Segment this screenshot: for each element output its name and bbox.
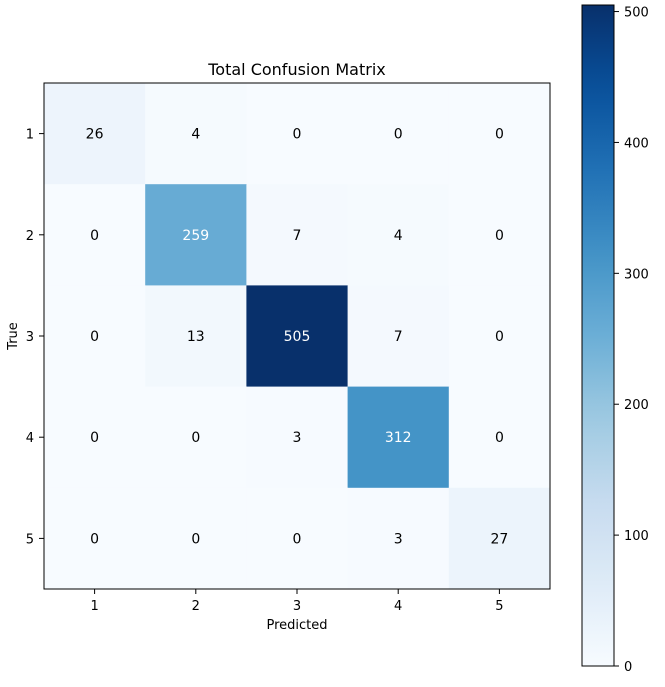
cell-value-label: 0	[191, 430, 200, 446]
cell-value-label: 312	[385, 430, 412, 446]
y-tick-label: 5	[26, 532, 34, 547]
cell-value-label: 259	[182, 228, 209, 244]
heatmap-cell	[44, 386, 146, 489]
chart-title: Total Confusion Matrix	[207, 60, 386, 79]
colorbar-tick-label: 100	[624, 529, 649, 544]
cell-value-label: 0	[394, 127, 403, 143]
x-axis-ticks: 1 2 3 4 5	[90, 589, 504, 614]
heatmap-cell	[246, 83, 349, 185]
heatmap-cell-labels: 26 4 0 0 0 0 259 7 4 0 0 13 505 7 0 0 0 3 312 0 0 0 0 3 27	[86, 127, 509, 548]
cell-value-label: 505	[284, 329, 311, 345]
y-axis-label: True	[6, 322, 21, 351]
heatmap-cell	[448, 487, 551, 590]
cell-value-label: 0	[293, 127, 302, 143]
cell-value-label: 3	[394, 531, 403, 547]
cell-value-label: 7	[394, 329, 403, 345]
heatmap-cell	[145, 83, 247, 185]
y-tick-label: 1	[26, 128, 34, 143]
heatmap-cell	[448, 83, 551, 185]
heatmap-cell	[347, 487, 450, 590]
x-axis-label: Predicted	[266, 618, 327, 633]
heatmap-cell	[347, 83, 450, 185]
heatmap-cell	[145, 184, 247, 286]
heatmap-cell	[44, 487, 146, 590]
cell-value-label: 27	[490, 531, 508, 547]
colorbar-ticks: 0 100 200 300 400 500	[614, 6, 649, 675]
x-tick-label: 1	[90, 599, 98, 614]
colorbar-tick-label: 400	[624, 136, 649, 151]
x-tick-label: 4	[394, 599, 402, 614]
cell-value-label: 0	[293, 531, 302, 547]
heatmap-cell	[145, 386, 247, 489]
y-axis-ticks: 1 2 3 4 5	[26, 128, 44, 547]
heatmap-cell	[44, 83, 146, 185]
cell-value-label: 0	[191, 531, 200, 547]
cell-value-label: 0	[495, 228, 504, 244]
heatmap-cells	[44, 83, 551, 590]
x-tick-label: 2	[192, 599, 200, 614]
heatmap-cell	[44, 285, 146, 388]
cell-value-label: 0	[90, 329, 99, 345]
colorbar-tick-label: 0	[624, 660, 632, 675]
cell-value-label: 3	[293, 430, 302, 446]
cell-value-label: 4	[394, 228, 403, 244]
cell-value-label: 0	[90, 531, 99, 547]
cell-value-label: 4	[191, 127, 200, 143]
heatmap-cell	[44, 184, 146, 286]
cell-value-label: 0	[495, 127, 504, 143]
y-tick-label: 2	[26, 229, 34, 244]
heatmap-cell	[246, 184, 349, 286]
heatmap-cell	[347, 184, 450, 286]
cell-value-label: 26	[86, 127, 104, 143]
cell-value-label: 0	[495, 430, 504, 446]
colorbar-tick-label: 300	[624, 267, 649, 282]
heatmap-cell	[246, 487, 349, 590]
heatmap-cell	[448, 386, 551, 489]
cell-value-label: 7	[293, 228, 302, 244]
heatmap-cell	[145, 285, 247, 388]
heatmap-cell	[347, 285, 450, 388]
heatmap-cell	[448, 285, 551, 388]
x-tick-label: 3	[293, 599, 301, 614]
y-tick-label: 4	[26, 431, 34, 446]
x-tick-label: 5	[495, 599, 503, 614]
colorbar-tick-label: 500	[624, 6, 649, 21]
cell-value-label: 0	[495, 329, 504, 345]
heatmap-cell	[246, 285, 349, 388]
colorbar	[581, 4, 615, 667]
heatmap-cell	[347, 386, 450, 489]
heatmap-cell	[246, 386, 349, 489]
cell-value-label: 0	[90, 430, 99, 446]
heatmap-cell	[448, 184, 551, 286]
y-tick-label: 3	[26, 330, 34, 345]
colorbar-tick-label: 200	[624, 398, 649, 413]
heatmap-cell	[145, 487, 247, 590]
cell-value-label: 0	[90, 228, 99, 244]
cell-value-label: 13	[187, 329, 205, 345]
